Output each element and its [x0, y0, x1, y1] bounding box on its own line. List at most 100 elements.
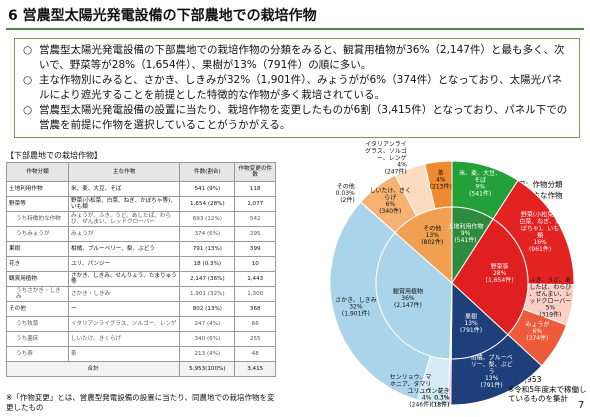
inner-label: 観賞用植物	[393, 287, 423, 295]
table-cell: 542	[234, 211, 276, 227]
table-row: 花き ユリ、パンジー 18 (0.3%) 10	[5, 256, 276, 272]
outer-count: (541件)	[469, 190, 491, 198]
table-caption: 【下部農地での栽培作物】	[6, 151, 102, 160]
table-cell: うちみょうが	[5, 226, 70, 242]
outer-count: (247件)	[385, 168, 407, 176]
table-cell: 野菜等	[5, 196, 70, 212]
table-cell: 791 (13%)	[179, 241, 236, 257]
outer-percent: 4%	[422, 395, 432, 402]
table-cell: 花き	[5, 256, 70, 272]
table-cell: 1,077	[234, 196, 276, 212]
table-cell: 米、麦、大豆、そば	[68, 181, 181, 197]
outer-label: イタリアンライグラス、ソルゴー、レンゲ	[365, 140, 407, 162]
table-cell: 合計	[5, 361, 181, 377]
inner-count: (2,147件)	[394, 301, 422, 309]
table-row: うち牧草 イタリアンライグラス、ソルゴー、レンゲ 247 (4%) 66	[5, 316, 276, 332]
outer-label: その他	[337, 182, 355, 190]
inner-count: (1,654件)	[486, 276, 514, 284]
table-cell: 1,300	[234, 286, 276, 302]
table-cell: 1,654 (28%)	[179, 196, 236, 212]
table-cell: 茶	[68, 346, 181, 362]
table-cell: 観賞用植物	[5, 271, 70, 287]
bullet: 営農型太陽光発電設備の下部農地での栽培作物の分類をみると、観賞用植物が36%（2…	[23, 43, 571, 73]
outer-count: (18件)	[431, 401, 449, 409]
outer-count: (2件)	[340, 196, 355, 204]
table-cell: さかき、しきみ、せんりょう、たまりゅう等	[68, 271, 181, 287]
table-cell: 66	[234, 316, 276, 332]
bullet: 営農型太陽光発電設備の設置に当たり、栽培作物を変更したものが6割（3,415件）…	[23, 103, 571, 133]
table-cell: 10	[234, 256, 276, 272]
note: ※令和5年度末で稼働しているものを集計	[508, 384, 587, 403]
bullet: 主な作物別にみると、さかき、しきみが32%（1,901件）、みょうがが6%（37…	[23, 73, 571, 103]
table-row: その他ー 802 (13%) 368	[5, 301, 276, 317]
outer-label: みょうが	[525, 320, 549, 328]
table-cell: イタリアンライグラス、ソルゴー、レンゲ	[68, 316, 181, 332]
crop-table: 作物分類 主な作物 件数(割合) 作物変更の件数 土地利用作物 米、麦、大豆、そば 541 …	[5, 162, 276, 377]
table-cell: 5,953(100%)	[179, 361, 236, 377]
inner-percent: 9%	[461, 230, 471, 237]
outer-percent: 32%	[349, 304, 363, 311]
outer-percent: 0.3%	[434, 395, 450, 402]
outer-label: 米、麦、大豆、そば	[459, 169, 501, 184]
table-cell: 18 (0.3%)	[179, 256, 236, 272]
table-cell: その他	[5, 301, 70, 317]
inner-count: (802件)	[421, 238, 443, 246]
inner-percent: 36%	[401, 295, 415, 302]
table-row: 果樹 柑橘、ブルーベリー、梨、ぶどう 791 (13%) 399	[5, 241, 276, 257]
outer-count: (791件)	[481, 381, 503, 389]
inner-label: その他	[423, 224, 441, 232]
inner-segment	[450, 281, 509, 360]
inner-count: (791件)	[460, 326, 482, 334]
table-cell: 693 (12%)	[179, 211, 236, 227]
inner-percent: 13%	[464, 320, 478, 327]
table-cell: しいたけ、きくらげ	[68, 331, 181, 347]
table-row: うちみょうが みょうが 374 (6%) 295	[5, 226, 276, 242]
inner-percent: 28%	[493, 270, 507, 277]
table-cell: さかき・しきみ	[68, 286, 181, 302]
table-cell: 柑橘、ブルーベリー、梨、ぶどう	[68, 241, 181, 257]
outer-count: (1,901件)	[342, 310, 370, 318]
table-cell: うちさかき・しきみ	[5, 286, 70, 302]
table-cell: 295	[234, 226, 276, 242]
outer-label: しいたけ、きくらげ	[369, 187, 411, 201]
table-row: 合計 5,953(100%) 3,415	[5, 361, 276, 377]
table-row: うち特徴的な作物 みょうが、ふき、うど、あしたば、わらび、ぜんまい、レッドクローバ…	[5, 211, 276, 227]
footnote: ※「作物変更」とは、営農型発電設備の設置に当たり、同農地での栽培作物を変更したも…	[6, 393, 275, 412]
table-cell: ユリ、パンジー	[68, 256, 181, 272]
outer-label: ふき、うど、あしたば、わらび、ぜんまい、レッドクローバー	[529, 276, 571, 305]
inner-segment	[375, 231, 453, 360]
legend-inner: 内円：作物分類	[510, 179, 563, 189]
table-cell: うち菌床	[5, 331, 70, 347]
table-cell: 213 (4%)	[179, 346, 236, 362]
table-cell: 3,415	[234, 361, 276, 377]
outer-label: 野菜(小松菜、白菜、ねぎ、かぼちゃ)、いも類	[519, 210, 561, 239]
outer-count: (961件)	[529, 245, 551, 253]
outer-label: 茶	[438, 169, 444, 177]
table-row: 野菜等 野菜(小松菜、白菜、ねぎ、かぼちゃ等)、いも類 1,654 (28%) 1,0…	[5, 196, 276, 212]
table-cell: うち牧草	[5, 316, 70, 332]
table-row: うち茶茶 213 (4%) 48	[5, 346, 276, 362]
page-title: 6 営農型太陽光発電設備の下部農地での栽培作物	[8, 8, 317, 24]
outer-percent: 16%	[533, 239, 547, 246]
outer-count: (340件)	[379, 207, 401, 215]
outer-count: (319件)	[539, 311, 561, 319]
header-cell: 主な作物	[68, 162, 181, 182]
outer-label: 柑橘、ブルーベリー、梨、ぶどう	[471, 353, 513, 375]
table-cell: 399	[234, 241, 276, 257]
header-cell: 作物変更の件数	[234, 162, 276, 182]
inner-label: 花き	[437, 387, 449, 395]
outer-label: センリョウ、マホニア、タマリュウ	[390, 373, 432, 395]
outer-percent: 6%	[386, 201, 396, 208]
table-cell: 255	[234, 331, 276, 347]
table-row: うちさかき・しきみ さかき・しきみ 1,901 (32%) 1,300	[5, 286, 276, 302]
inner-segment	[451, 218, 529, 336]
outer-percent: 9%	[475, 184, 485, 191]
inner-percent: 13%	[426, 232, 440, 239]
sunburst-chart: 内円：作物分類 外円：主な作物 N=5,953 米、麦、大豆、そば9%(541件…	[329, 140, 587, 409]
table-cell: ー	[68, 301, 181, 317]
inner-percent: 0.3%	[434, 395, 450, 402]
inner-count: (541件)	[454, 236, 476, 244]
table-cell: 1,901 (32%)	[179, 286, 236, 302]
table-cell: 土地利用作物	[5, 181, 70, 197]
